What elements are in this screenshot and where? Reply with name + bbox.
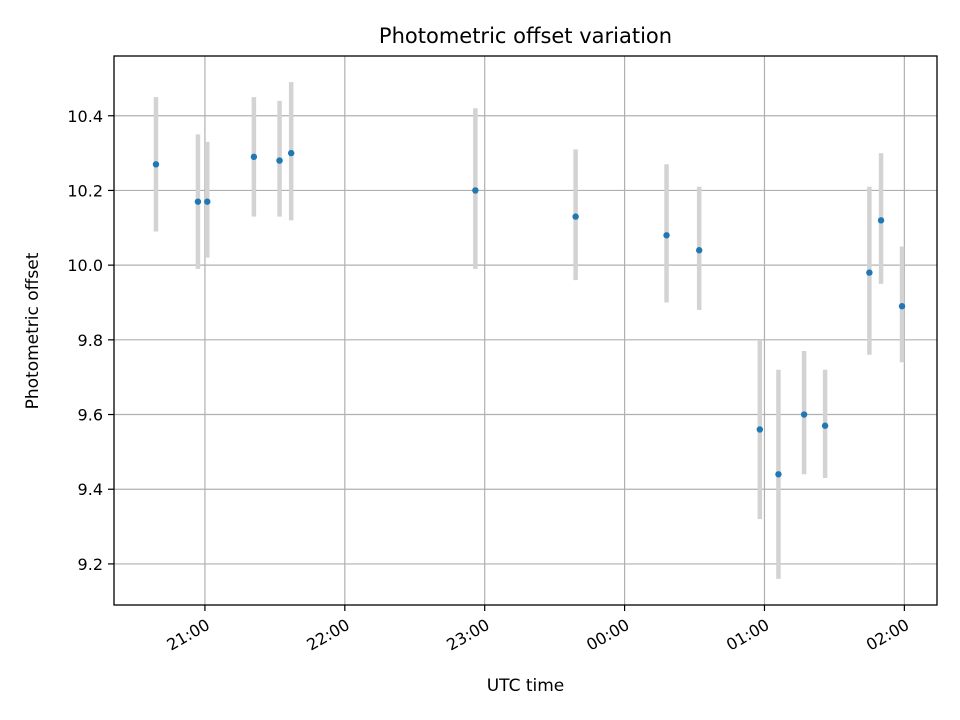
y-tick-label: 10.0: [67, 256, 103, 275]
y-tick-label: 9.2: [78, 555, 103, 574]
y-tick-label: 9.8: [78, 331, 103, 350]
y-tick-label: 9.4: [78, 480, 103, 499]
data-point: [472, 187, 479, 194]
x-axis-title: UTC time: [487, 676, 565, 696]
data-point: [898, 303, 906, 310]
y-axis-ticks: 9.2 9.4 9.6 9.8 10.0 10.2 10.4: [67, 107, 114, 574]
y-tick-label: 10.4: [67, 107, 103, 126]
plot-frame: [113, 55, 938, 606]
data-point: [204, 198, 211, 205]
data-point: [287, 149, 295, 157]
data-point: [663, 232, 670, 239]
data-point: [756, 426, 764, 433]
data-point: [877, 217, 885, 224]
data-point: [800, 411, 808, 418]
data-point: [695, 247, 703, 254]
data-points: [152, 149, 906, 478]
data-point: [276, 157, 283, 164]
data-point: [152, 161, 160, 168]
y-tick-label: 10.2: [67, 181, 103, 200]
y-tick-label: 9.6: [78, 406, 103, 425]
data-point: [775, 471, 782, 478]
y-axis-title: Photometric offset: [23, 252, 43, 409]
data-point: [194, 198, 202, 205]
data-point: [250, 153, 258, 161]
data-point: [866, 269, 873, 276]
chart-title: Photometric offset variation: [379, 24, 672, 48]
grid: [114, 56, 937, 605]
data-point: [572, 213, 579, 220]
data-point: [821, 422, 829, 429]
